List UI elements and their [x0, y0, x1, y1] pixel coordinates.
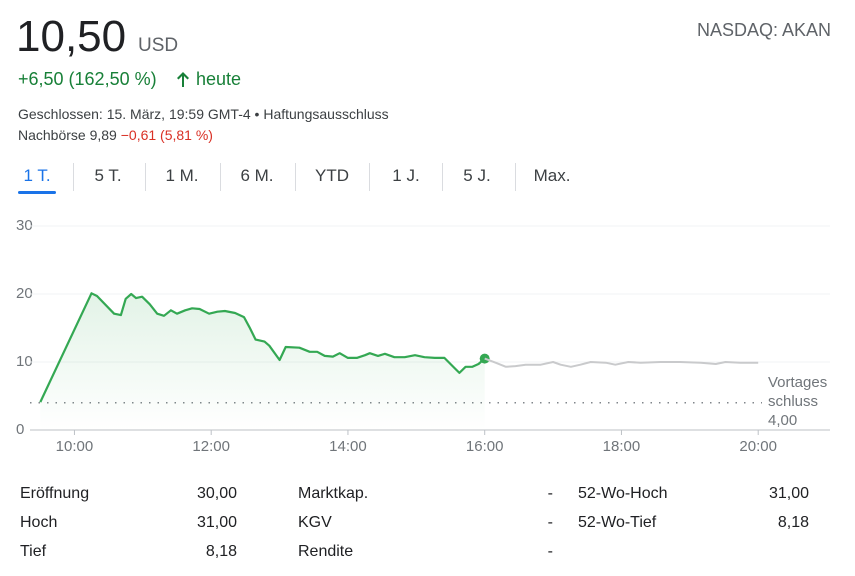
- x-tick-label: 12:00: [192, 438, 230, 455]
- last-point: [479, 353, 490, 364]
- tab[interactable]: YTD: [315, 166, 349, 185]
- tab-separator: [294, 163, 296, 191]
- stat-label: Eröffnung: [20, 485, 90, 502]
- after-hours-change: −0,61 (5,81 %): [120, 127, 213, 143]
- stat-value: -: [547, 543, 553, 560]
- currency: USD: [138, 35, 179, 56]
- tab[interactable]: 5 J.: [463, 166, 491, 185]
- after-hours: Nachbörse 9,89: [18, 127, 117, 143]
- stat-value: -: [547, 485, 553, 502]
- x-tick-label: 16:00: [466, 438, 504, 455]
- tab[interactable]: 1 M.: [165, 166, 199, 185]
- period: heute: [196, 69, 242, 89]
- price-line: [39, 292, 486, 403]
- y-tick-label: 10: [16, 353, 33, 370]
- price: 10,50: [16, 12, 127, 61]
- tab[interactable]: 1 J.: [392, 166, 420, 185]
- price-line: [484, 357, 759, 368]
- disclaimer-link[interactable]: Haftungsausschluss: [263, 106, 389, 122]
- tab-underline: [18, 191, 56, 194]
- tab-separator: [145, 163, 146, 191]
- tab-separator: [369, 163, 370, 191]
- stat-label: Marktkap.: [298, 485, 369, 502]
- x-tick-label: 18:00: [603, 438, 641, 455]
- tab[interactable]: Max.: [533, 166, 571, 185]
- change: +6,50 (162,50 %): [18, 69, 157, 89]
- stat-label: KGV: [298, 514, 332, 531]
- x-tick-label: 20:00: [739, 438, 777, 455]
- stat-value: 8,18: [205, 543, 237, 560]
- tab-separator: [219, 163, 221, 191]
- stat-value: 31,00: [196, 514, 237, 531]
- stat-value: 8,18: [777, 514, 809, 531]
- tab-separator: [441, 163, 443, 191]
- stat-label: 52-Wo-Tief: [578, 514, 657, 531]
- tab-separator: [514, 163, 516, 191]
- stat-label: Tief: [20, 543, 47, 560]
- x-tick-label: 10:00: [56, 438, 94, 455]
- previous-close-label: Vortages: [768, 374, 827, 391]
- tab[interactable]: 5 T.: [94, 166, 122, 185]
- previous-close-value: 4,00: [768, 412, 797, 429]
- stat-label: 52-Wo-Hoch: [578, 485, 668, 502]
- up-arrow: [177, 72, 189, 87]
- area-fill: [40, 293, 485, 430]
- after-hours-info: Nachbörse 9,89 −0,61 (5,81 %): [18, 127, 213, 143]
- stat-label: Rendite: [298, 543, 354, 560]
- stat-value: -: [547, 514, 553, 531]
- previous-close-label: schluss: [768, 393, 818, 410]
- closed-info: Geschlossen: 15. März, 19:59 GMT-4 • Haf…: [18, 106, 389, 122]
- y-tick-label: 20: [16, 285, 33, 302]
- stat-value: 31,00: [768, 485, 809, 502]
- x-tick-label: 14:00: [329, 438, 367, 455]
- tab[interactable]: 1 T.: [23, 166, 51, 185]
- stat-label: Hoch: [20, 514, 58, 531]
- tab-separator: [72, 163, 74, 191]
- stat-value: 30,00: [196, 485, 237, 502]
- y-tick-label: 0: [16, 421, 24, 438]
- exchange: NASDAQ: AKAN: [696, 20, 831, 40]
- y-tick-label: 30: [16, 217, 33, 234]
- closed: Geschlossen: 15. März, 19:59 GMT-4 •: [18, 106, 260, 122]
- tab[interactable]: 6 M.: [240, 166, 274, 185]
